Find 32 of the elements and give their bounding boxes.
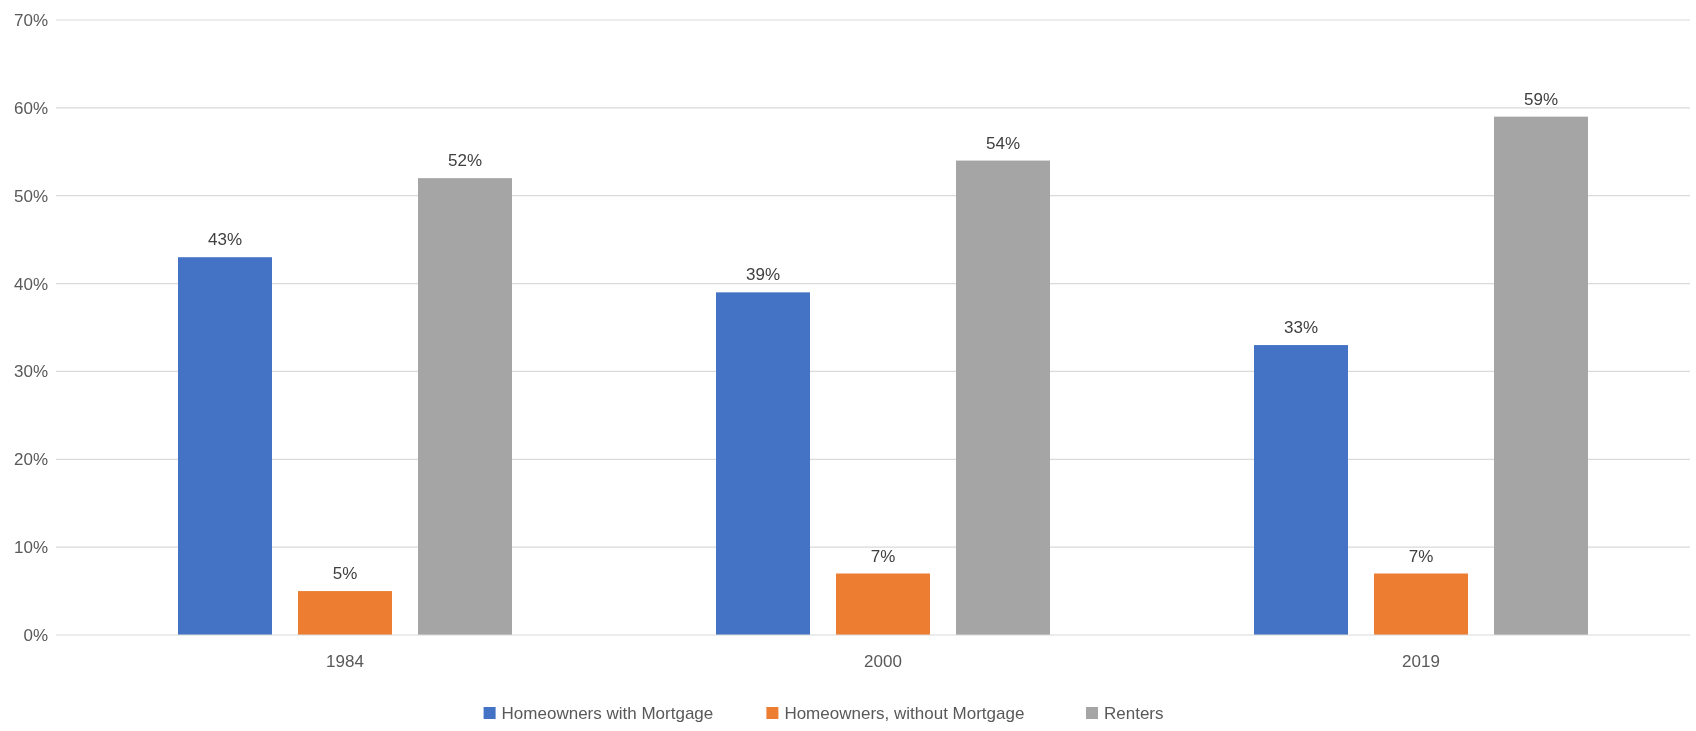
data-label: 7% (1408, 546, 1434, 566)
data-label: 52% (447, 151, 483, 171)
legend-label: Homeowners, without Mortgage (784, 703, 1025, 723)
bar (836, 573, 930, 635)
bar (1254, 345, 1348, 635)
data-label: 7% (870, 546, 896, 566)
x-tick-label: 2000 (864, 652, 902, 671)
bar (1494, 116, 1588, 635)
bar (1374, 573, 1468, 635)
y-tick-label: 10% (13, 538, 48, 558)
x-tick-label: 1984 (326, 652, 364, 671)
legend-label: Homeowners with Mortgage (501, 703, 714, 723)
y-tick-label: 0% (23, 625, 48, 645)
y-tick-label: 40% (13, 274, 48, 294)
legend-label: Renters (1104, 703, 1164, 723)
data-label: 5% (332, 564, 358, 584)
data-label: 43% (207, 230, 243, 250)
data-label: 54% (985, 133, 1021, 153)
bar (178, 257, 272, 635)
bar (956, 160, 1050, 635)
y-tick-label: 30% (13, 362, 48, 382)
y-tick-label: 50% (13, 186, 48, 206)
y-tick-label: 70% (13, 10, 48, 30)
data-label: 59% (1523, 89, 1559, 109)
y-tick-label: 20% (13, 450, 48, 470)
bar (298, 591, 392, 635)
x-tick-label: 2019 (1402, 652, 1440, 671)
data-label: 33% (1283, 318, 1319, 338)
bar (418, 178, 512, 635)
bar (716, 292, 810, 635)
y-tick-label: 60% (13, 98, 48, 118)
data-label: 39% (745, 265, 781, 285)
